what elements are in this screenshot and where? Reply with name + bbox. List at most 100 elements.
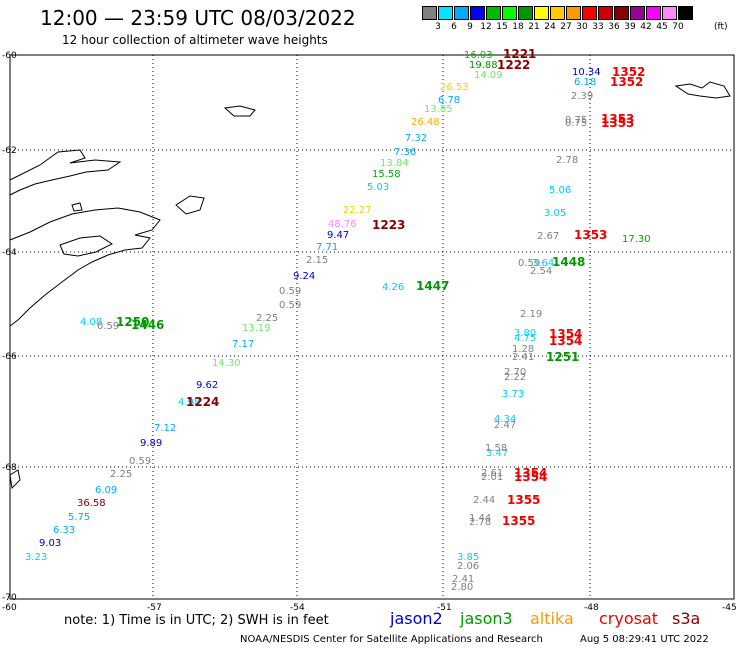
- elephant-island: [223, 105, 256, 117]
- pass-time-label: 1223: [372, 218, 406, 232]
- wave-height-value: 10.34: [572, 67, 601, 78]
- south-orkney-islands: [674, 81, 731, 99]
- pass-time-label: 1353: [574, 228, 608, 242]
- wave-height-value: 3.47: [486, 448, 509, 459]
- legend-swatch: [614, 6, 629, 20]
- antarctic-peninsula-coast: [9, 207, 161, 327]
- pass-time-label: 1354: [549, 327, 583, 341]
- wave-height-value: 2.25: [110, 469, 133, 480]
- peninsula-inlet: [59, 235, 113, 257]
- wave-height-value: 2.41: [452, 574, 475, 585]
- pass-time-label: 1354: [514, 466, 548, 480]
- lon-label-51: -51: [437, 603, 452, 613]
- wave-height-value: 9.89: [140, 438, 163, 449]
- wave-height-value: 9.47: [327, 230, 350, 241]
- pass-time-label: 1354: [549, 334, 583, 348]
- wave-height-value: 4.75: [514, 333, 537, 344]
- generation-timestamp: Aug 5 08:29:41 UTC 2022: [580, 634, 709, 645]
- wave-height-value: 3.23: [25, 552, 48, 563]
- wave-height-value: 4.34: [494, 414, 517, 425]
- wave-height-value: 7.12: [154, 423, 177, 434]
- legend-swatch: [646, 6, 661, 20]
- pass-time-label: 1352: [612, 65, 646, 79]
- wave-height-value: 6.09: [95, 485, 118, 496]
- lat-label-68: -68: [2, 463, 17, 473]
- graticule: [10, 55, 734, 599]
- wave-height-value: 4.98: [178, 397, 201, 408]
- legend-swatch: [422, 6, 437, 20]
- pass-time-label: 1221: [503, 47, 537, 61]
- legend-swatch: [502, 6, 517, 20]
- wave-height-value: 15.58: [372, 169, 401, 180]
- wave-height-value: 2.47: [494, 420, 517, 431]
- south-sandwich-edge: [9, 469, 21, 490]
- wave-height-value: 2.01: [481, 472, 504, 483]
- pass-time-label: 1224: [186, 395, 220, 409]
- wave-height-value: 7.71: [316, 242, 339, 253]
- wave-height-value: 2.78: [556, 155, 579, 166]
- wave-height-value: 9.62: [196, 380, 219, 391]
- wave-height-value: 7.36: [394, 147, 417, 158]
- legend-tick-label: 24: [544, 22, 556, 32]
- wave-height-value: 5.06: [549, 185, 572, 196]
- wave-height-value: 0.59: [97, 321, 120, 332]
- wave-height-value: 17.30: [622, 234, 651, 245]
- legend-tick-label: 18: [512, 22, 524, 32]
- wave-height-value: 36.58: [77, 498, 106, 509]
- legend-swatch: [438, 6, 453, 20]
- lon-label-57: -57: [147, 603, 162, 613]
- lat-label-60: -60: [2, 51, 17, 61]
- lat-label-62: -62: [2, 146, 17, 156]
- wave-height-value: 7.32: [405, 133, 428, 144]
- wave-height-value: 26.53: [440, 82, 469, 93]
- wave-height-value: 1.28: [512, 344, 535, 355]
- wave-height-value: 2.70: [504, 367, 527, 378]
- pass-time-label: 1352: [610, 75, 644, 89]
- wave-height-value: 0.59: [518, 258, 541, 269]
- lon-label-60: -60: [2, 603, 17, 613]
- wave-height-value: 13.84: [380, 158, 409, 169]
- legend-unit: (ft): [714, 22, 728, 32]
- legend-tick-label: 30: [576, 22, 588, 32]
- wave-height-value: 2.19: [520, 309, 543, 320]
- wave-height-value: 3.73: [502, 389, 525, 400]
- wave-height-value: 4.26: [382, 282, 405, 293]
- pass-time-label: 1355: [507, 493, 541, 507]
- pass-time-label: 1353: [601, 112, 635, 126]
- wave-height-value: 9.03: [39, 538, 62, 549]
- pass-time-label: 1355: [502, 514, 536, 528]
- legend-tick-label: 9: [467, 22, 473, 32]
- satellite-s3a: s3a: [672, 609, 701, 628]
- wave-height-value: 1.58: [485, 443, 508, 454]
- legend-swatch: [534, 6, 549, 20]
- lon-label-54: -54: [290, 603, 305, 613]
- pass-time-label: 1446: [131, 318, 165, 332]
- legend-swatch: [486, 6, 501, 20]
- wave-height-value: 4.08: [80, 317, 103, 328]
- lat-label-70: -70: [2, 593, 17, 603]
- wave-height-value: 16.03: [464, 50, 493, 61]
- wave-height-value: 3.64: [532, 258, 555, 269]
- legend-tick-label: 42: [640, 22, 652, 32]
- wave-height-value: 2.61: [481, 468, 504, 479]
- wave-height-value: 5.03: [367, 182, 390, 193]
- wave-height-value: 2.41: [512, 352, 535, 363]
- legend-swatch: [678, 6, 693, 20]
- lat-label-66: -66: [2, 352, 17, 362]
- wave-height-value: 2.22: [504, 372, 527, 383]
- wave-height-value: 2.25: [256, 313, 279, 324]
- wave-height-value: 3.80: [514, 328, 537, 339]
- coastlines: [9, 81, 731, 490]
- legend-swatch: [470, 6, 485, 20]
- footer-note: note: 1) Time is in UTC; 2) SWH is in fe…: [64, 613, 329, 628]
- lon-label-45: -45: [722, 603, 737, 613]
- legend-tick-label: 39: [624, 22, 636, 32]
- pass-time-label: 1448: [552, 255, 586, 269]
- wave-height-value: 6.18: [574, 77, 597, 88]
- page-title: 12:00 — 23:59 UTC 08/03/2022: [40, 6, 356, 30]
- legend-swatch: [630, 6, 645, 20]
- map-frame: [9, 54, 735, 600]
- pass-time-label: 1251: [546, 350, 580, 364]
- wave-height-value: 19.88: [469, 60, 498, 71]
- satellite-jason2: jason2: [390, 609, 443, 628]
